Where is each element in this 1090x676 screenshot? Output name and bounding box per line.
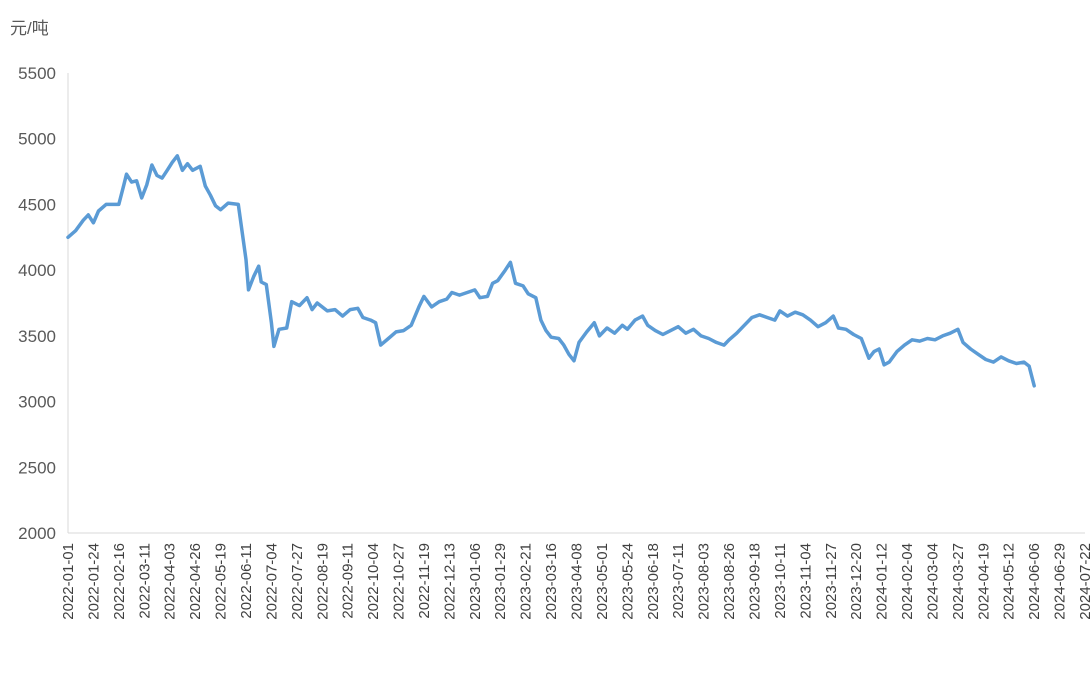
- y-tick-label: 4000: [18, 261, 56, 280]
- x-tick-label: 2023-05-01: [594, 543, 611, 620]
- x-tick-label: 2024-06-06: [1026, 543, 1043, 620]
- x-tick-label: 2023-01-29: [492, 543, 509, 620]
- x-tick-label: 2023-02-21: [518, 543, 535, 620]
- x-tick-label: 2022-08-19: [314, 543, 331, 620]
- x-tick-label: 2023-05-24: [619, 543, 636, 620]
- x-tick-label: 2022-10-04: [365, 543, 382, 620]
- x-tick-label: 2024-03-04: [924, 543, 941, 620]
- x-tick-label: 2022-01-01: [60, 543, 77, 620]
- x-tick-label: 2024-07-22: [1077, 543, 1090, 620]
- x-tick-label: 2022-04-03: [162, 543, 179, 620]
- x-tick-label: 2022-09-11: [340, 543, 357, 619]
- x-tick-label: 2023-08-03: [696, 543, 713, 620]
- x-tick-label: 2023-08-26: [721, 543, 738, 620]
- x-tick-label: 2023-10-11: [772, 543, 789, 619]
- y-tick-label: 3000: [18, 393, 56, 412]
- x-tick-label: 2024-03-27: [950, 543, 967, 620]
- x-tick-label: 2022-06-11: [238, 543, 255, 619]
- y-tick-label: 5500: [18, 64, 56, 83]
- y-unit-label: 元/吨: [10, 19, 49, 38]
- x-tick-label: 2022-01-24: [85, 543, 102, 620]
- x-tick-label: 2024-04-19: [975, 543, 992, 620]
- x-tick-label: 2023-12-20: [848, 543, 865, 620]
- y-tick-label: 3500: [18, 327, 56, 346]
- x-tick-label: 2023-06-18: [645, 543, 662, 620]
- x-tick-label: 2023-03-16: [543, 543, 560, 620]
- x-tick-label: 2024-05-12: [1001, 543, 1018, 620]
- x-tick-label: 2023-09-18: [746, 543, 763, 620]
- x-tick-label: 2022-07-04: [263, 543, 280, 620]
- x-tick-label: 2022-05-19: [213, 543, 230, 620]
- x-tick-label: 2023-07-11: [670, 543, 687, 619]
- x-tick-label: 2024-01-12: [874, 543, 891, 620]
- x-tick-label: 2023-11-27: [823, 543, 840, 619]
- x-tick-label: 2023-01-06: [467, 543, 484, 620]
- y-tick-label: 5000: [18, 130, 56, 149]
- y-tick-label: 2000: [18, 524, 56, 543]
- x-tick-label: 2022-04-26: [187, 543, 204, 620]
- x-tick-label: 2022-10-27: [391, 543, 408, 620]
- series-line-0: [66, 154, 1036, 388]
- x-tick-label: 2022-11-19: [416, 543, 433, 619]
- x-tick-label: 2022-02-16: [111, 543, 128, 620]
- x-tick-label: 2024-06-29: [1052, 543, 1069, 620]
- x-tick-label: 2022-12-13: [441, 543, 458, 620]
- y-tick-label: 4500: [18, 195, 56, 214]
- x-tick-label: 2023-11-04: [797, 543, 814, 619]
- x-tick-label: 2022-07-27: [289, 543, 306, 620]
- x-tick-label: 2024-02-04: [899, 543, 916, 620]
- x-tick-label: 2022-03-11: [136, 543, 153, 619]
- y-tick-label: 2500: [18, 458, 56, 477]
- x-tick-label: 2023-04-08: [569, 543, 586, 620]
